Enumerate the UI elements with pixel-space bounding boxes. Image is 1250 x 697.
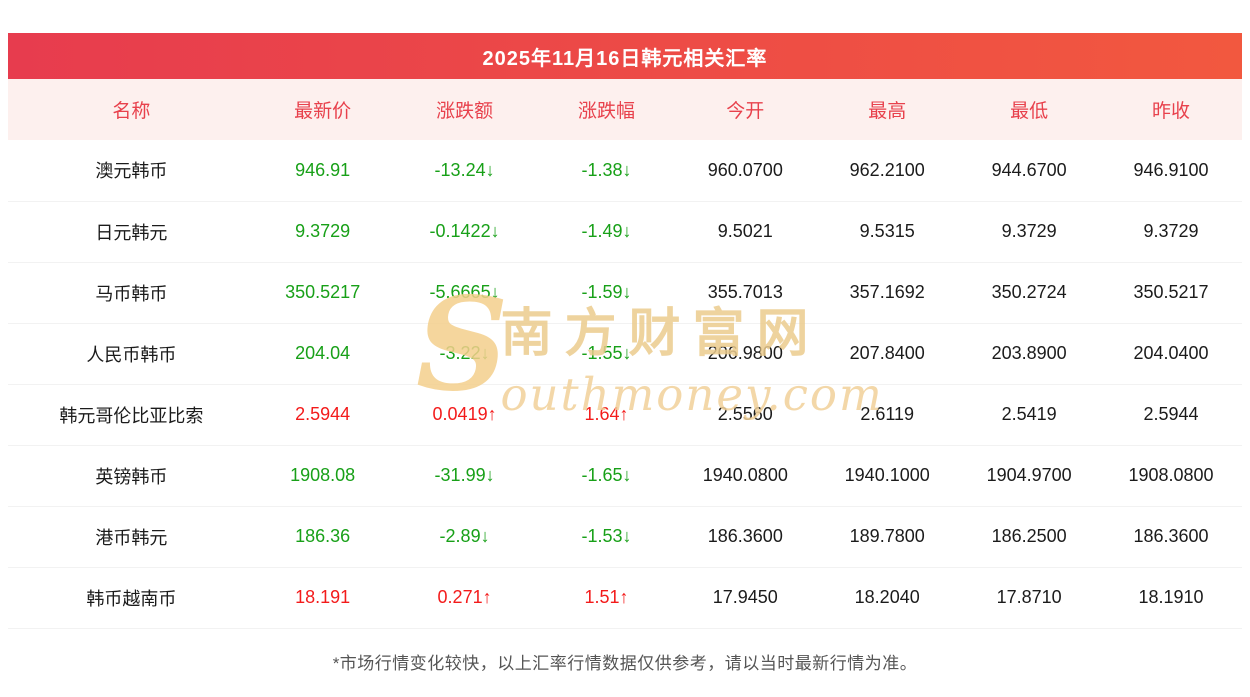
latest-price-cell: 204.04	[254, 323, 391, 385]
change-percent-cell: -1.53↓	[538, 506, 675, 568]
high-price-cell: 207.8400	[816, 323, 959, 385]
rate-table-row: 日元韩元 9.3729 -0.1422↓ -1.49↓ 9.5021 9.531…	[8, 201, 1242, 263]
low-price-cell: 350.2724	[958, 262, 1101, 324]
open-price-cell: 9.5021	[674, 201, 817, 263]
latest-price-cell: 9.3729	[254, 201, 391, 263]
open-price-cell: 2.5560	[674, 384, 817, 446]
prev-close-cell: 18.1910	[1100, 567, 1242, 629]
change-percent-cell: -1.65↓	[538, 445, 675, 507]
change-amount-cell: -5.6665↓	[390, 262, 539, 324]
change-percent-cell: -1.55↓	[538, 323, 675, 385]
high-price-cell: 9.5315	[816, 201, 959, 263]
column-header: 最新价	[254, 79, 391, 140]
column-header: 最高	[816, 79, 959, 140]
change-amount-cell: 0.271↑	[390, 567, 539, 629]
high-price-cell: 189.7800	[816, 506, 959, 568]
change-amount-cell: -31.99↓	[390, 445, 539, 507]
rate-table-header-row: 名称 最新价 涨跌额 涨跌幅 今开 最高 最低 昨收	[8, 79, 1242, 140]
latest-price-cell: 18.191	[254, 567, 391, 629]
open-price-cell: 1940.0800	[674, 445, 817, 507]
column-header: 名称	[8, 79, 255, 140]
high-price-cell: 18.2040	[816, 567, 959, 629]
rate-table-row: 英镑韩币 1908.08 -31.99↓ -1.65↓ 1940.0800 19…	[8, 445, 1242, 507]
prev-close-cell: 350.5217	[1100, 262, 1242, 324]
rate-table-row: 马币韩币 350.5217 -5.6665↓ -1.59↓ 355.7013 3…	[8, 262, 1242, 324]
prev-close-cell: 946.9100	[1100, 140, 1242, 202]
open-price-cell: 17.9450	[674, 567, 817, 629]
change-percent-cell: 1.51↑	[538, 567, 675, 629]
change-percent-cell: -1.38↓	[538, 140, 675, 202]
table-title-bar: 2025年11月16日韩元相关汇率	[8, 33, 1242, 79]
low-price-cell: 186.2500	[958, 506, 1101, 568]
currency-pair-name: 韩币越南币	[8, 567, 255, 629]
latest-price-cell: 1908.08	[254, 445, 391, 507]
high-price-cell: 1940.1000	[816, 445, 959, 507]
currency-pair-name: 韩元哥伦比亚比索	[8, 384, 255, 446]
open-price-cell: 355.7013	[674, 262, 817, 324]
prev-close-cell: 9.3729	[1100, 201, 1242, 263]
column-header: 今开	[674, 79, 817, 140]
currency-pair-name: 日元韩元	[8, 201, 255, 263]
rate-table-container: 2025年11月16日韩元相关汇率 名称 最新价 涨跌额 涨跌幅 今开 最高 最低 昨收 澳元…	[8, 33, 1242, 629]
latest-price-cell: 946.91	[254, 140, 391, 202]
rate-table-row: 港币韩元 186.36 -2.89↓ -1.53↓ 186.3600 189.7…	[8, 506, 1242, 568]
currency-pair-name: 港币韩元	[8, 506, 255, 568]
low-price-cell: 17.8710	[958, 567, 1101, 629]
change-percent-cell: 1.64↑	[538, 384, 675, 446]
latest-price-cell: 2.5944	[254, 384, 391, 446]
prev-close-cell: 186.3600	[1100, 506, 1242, 568]
low-price-cell: 944.6700	[958, 140, 1101, 202]
change-amount-cell: -3.22↓	[390, 323, 539, 385]
change-amount-cell: -2.89↓	[390, 506, 539, 568]
currency-pair-name: 马币韩币	[8, 262, 255, 324]
open-price-cell: 206.9800	[674, 323, 817, 385]
column-header: 最低	[958, 79, 1101, 140]
low-price-cell: 203.8900	[958, 323, 1101, 385]
change-percent-cell: -1.59↓	[538, 262, 675, 324]
latest-price-cell: 350.5217	[254, 262, 391, 324]
column-header: 昨收	[1100, 79, 1242, 140]
rate-table-row: 韩币越南币 18.191 0.271↑ 1.51↑ 17.9450 18.204…	[8, 567, 1242, 629]
rate-table-body: 澳元韩币 946.91 -13.24↓ -1.38↓ 960.0700 962.…	[8, 140, 1242, 629]
low-price-cell: 1904.9700	[958, 445, 1101, 507]
disclaimer-note: *市场行情变化较快，以上汇率行情数据仅供参考，请以当时最新行情为准。	[332, 653, 918, 673]
rate-table: 名称 最新价 涨跌额 涨跌幅 今开 最高 最低 昨收 澳元韩币 946.91 -13.24↓ …	[8, 79, 1242, 629]
high-price-cell: 962.2100	[816, 140, 959, 202]
currency-pair-name: 人民币韩币	[8, 323, 255, 385]
prev-close-cell: 1908.0800	[1100, 445, 1242, 507]
currency-pair-name: 英镑韩币	[8, 445, 255, 507]
high-price-cell: 2.6119	[816, 384, 959, 446]
table-title: 2025年11月16日韩元相关汇率	[482, 47, 768, 70]
prev-close-cell: 204.0400	[1100, 323, 1242, 385]
low-price-cell: 2.5419	[958, 384, 1101, 446]
column-header: 涨跌幅	[538, 79, 675, 140]
currency-pair-name: 澳元韩币	[8, 140, 255, 202]
open-price-cell: 186.3600	[674, 506, 817, 568]
rate-table-row: 人民币韩币 204.04 -3.22↓ -1.55↓ 206.9800 207.…	[8, 323, 1242, 385]
change-percent-cell: -1.49↓	[538, 201, 675, 263]
change-amount-cell: 0.0419↑	[390, 384, 539, 446]
rate-table-row: 澳元韩币 946.91 -13.24↓ -1.38↓ 960.0700 962.…	[8, 140, 1242, 202]
column-header: 涨跌额	[390, 79, 539, 140]
change-amount-cell: -13.24↓	[390, 140, 539, 202]
open-price-cell: 960.0700	[674, 140, 817, 202]
prev-close-cell: 2.5944	[1100, 384, 1242, 446]
high-price-cell: 357.1692	[816, 262, 959, 324]
low-price-cell: 9.3729	[958, 201, 1101, 263]
change-amount-cell: -0.1422↓	[390, 201, 539, 263]
latest-price-cell: 186.36	[254, 506, 391, 568]
rate-table-row: 韩元哥伦比亚比索 2.5944 0.0419↑ 1.64↑ 2.5560 2.6…	[8, 384, 1242, 446]
